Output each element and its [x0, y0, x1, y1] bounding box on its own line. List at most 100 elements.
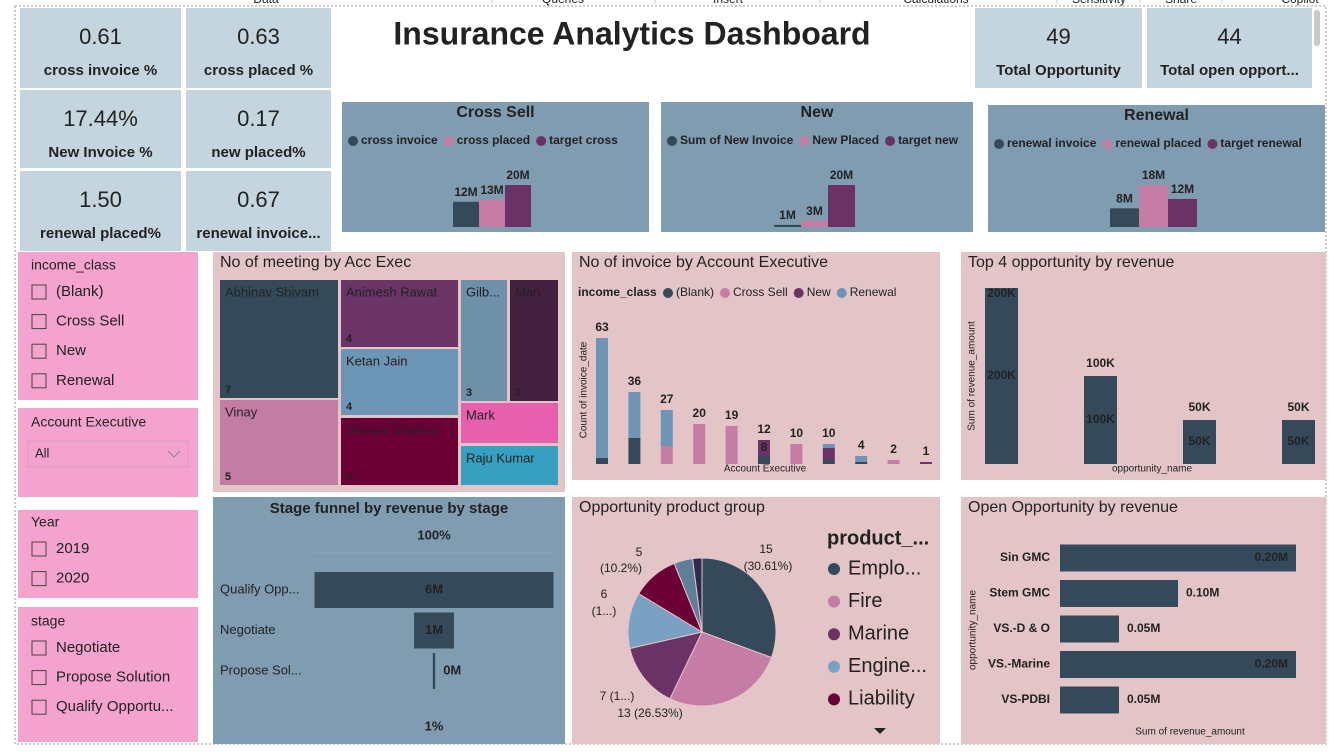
legend-label: Engine... [848, 655, 927, 677]
checkbox[interactable] [31, 343, 47, 359]
kpi-value: 0.67 [237, 187, 280, 212]
checkbox[interactable] [31, 541, 47, 557]
slicer-item[interactable]: 2019 [56, 540, 89, 557]
bar-segment [822, 460, 835, 464]
kpi-card [186, 8, 331, 88]
slicer-title: stage [31, 613, 65, 629]
treemap-tile [220, 400, 338, 485]
kpi-card [186, 171, 331, 251]
tile-label: Ketan Jain [346, 353, 407, 368]
bar [1060, 615, 1119, 643]
slicer-item[interactable]: Qualify Opportu... [56, 698, 174, 715]
dropdown-chevron[interactable] [167, 450, 181, 458]
total-label: 10 [790, 426, 804, 440]
scrollbar[interactable] [1314, 10, 1320, 46]
slicer-item[interactable]: New [56, 342, 86, 359]
tile-value: 7 [225, 384, 231, 396]
menu-item: Queries [542, 0, 584, 6]
bar [828, 185, 855, 227]
bar-segment [887, 460, 900, 464]
data-label: 13 (26.53%) [617, 706, 682, 720]
slicer-item[interactable]: Cross Sell [56, 313, 124, 330]
kpi-label: cross invoice % [44, 62, 157, 79]
legend-scroll-arrow[interactable] [874, 728, 886, 734]
data-label: 0M [443, 662, 461, 677]
kpi-label: renewal invoice... [196, 225, 320, 242]
checkbox[interactable] [31, 314, 47, 330]
stage-label: Propose Sol... [220, 662, 302, 677]
kpi-label: new placed% [211, 144, 305, 161]
slicer-item[interactable]: Negotiate [56, 639, 120, 656]
legend-label: Cross Sell [733, 285, 788, 299]
kpi-value: 49 [1046, 24, 1070, 49]
tile-label: Shivani Sharma [346, 422, 439, 437]
bar [1060, 544, 1296, 572]
slicer-item[interactable]: (Blank) [56, 283, 104, 300]
legend-marker [667, 136, 677, 146]
total-label: 12 [757, 422, 771, 436]
data-label: 12M [454, 185, 477, 199]
data-label: 100K [1086, 412, 1115, 426]
tile-value: 3 [466, 387, 472, 399]
bar-segment [596, 458, 608, 464]
kpi-card [1147, 8, 1312, 88]
checkbox[interactable] [31, 670, 47, 686]
chart-title: No of invoice by Account Executive [579, 254, 828, 271]
chart-title: Open Opportunity by revenue [968, 499, 1178, 516]
treemap-tile [461, 403, 558, 443]
tile-label: Gilb... [466, 284, 500, 299]
chart-title: New [801, 104, 834, 121]
y-axis-title: Count of invoice_date [579, 341, 590, 438]
legend-marker [828, 693, 840, 706]
pie-slice [669, 631, 773, 707]
slicer-panel [18, 252, 198, 400]
chart-title: Renewal [1124, 107, 1189, 124]
checkbox[interactable] [31, 640, 47, 656]
legend-marker [828, 595, 840, 608]
bar [1084, 376, 1117, 464]
data-label: 6M [425, 581, 443, 596]
x-axis-title: Account Executive [724, 464, 807, 475]
bar-segment [822, 448, 835, 460]
data-label: (1...) [592, 604, 617, 618]
dropdown[interactable] [27, 440, 189, 468]
tile-value: 4 [346, 333, 353, 345]
data-label: 12M [1171, 182, 1194, 196]
chart-panel [661, 102, 973, 232]
slicer-item[interactable]: Renewal [56, 372, 114, 389]
legend-label: Emplo... [848, 557, 921, 579]
y-axis-title: opportunity_name [968, 590, 979, 670]
data-label: 18M [1142, 168, 1165, 182]
bar-segment [920, 462, 932, 464]
chart-title: Opportunity product group [579, 499, 765, 516]
legend-label: renewal invoice [1007, 136, 1097, 150]
data-label: 13M [480, 183, 503, 197]
checkbox[interactable] [31, 284, 47, 300]
legend-marker [828, 628, 840, 641]
y-axis-title: Sum of revenue_amount [967, 321, 978, 431]
checkbox[interactable] [31, 571, 47, 587]
bar [985, 288, 1018, 464]
slicer-item[interactable]: Propose Solution [56, 669, 170, 686]
data-label: 0.20M [1255, 657, 1288, 671]
total-label: 19 [725, 408, 739, 422]
data-label: 1M [779, 208, 796, 222]
legend-marker [663, 288, 673, 298]
checkbox[interactable] [31, 699, 47, 715]
kpi-value: 0.17 [237, 106, 280, 131]
data-label: 50K [1287, 400, 1309, 414]
slicer-item[interactable]: 2020 [56, 570, 89, 587]
checkbox[interactable] [31, 373, 47, 389]
legend-label: renewal placed [1115, 136, 1201, 150]
tile-label: Vinay [225, 404, 258, 419]
kpi-value: 17.44% [63, 106, 138, 131]
legend-marker [828, 563, 840, 575]
data-label: 0.05M [1127, 692, 1160, 706]
data-label: 20M [506, 168, 529, 182]
kpi-value: 0.61 [79, 24, 122, 49]
treemap-tile [461, 446, 558, 485]
legend-title: income_class [578, 285, 657, 299]
bar [1060, 686, 1119, 714]
menu-item: Share [1165, 0, 1197, 6]
bar-segment [855, 456, 868, 462]
